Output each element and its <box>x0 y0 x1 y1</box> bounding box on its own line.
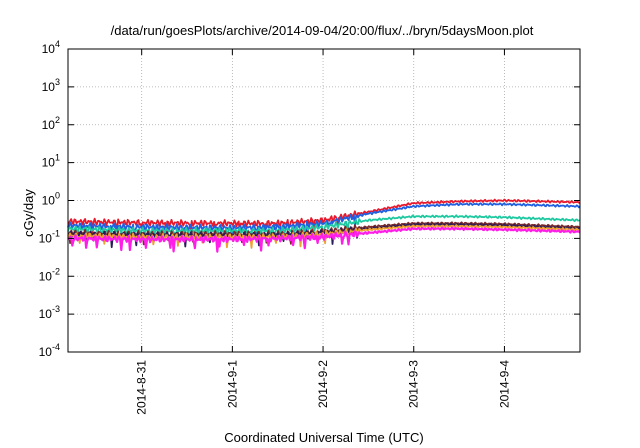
series-line <box>67 214 581 242</box>
y-tick-label: 10-3 <box>39 304 60 321</box>
series-line <box>67 198 581 236</box>
series-line <box>67 222 581 249</box>
y-tick-label: 101 <box>42 153 60 170</box>
x-axis: 2014-8-31 2014-9-1 2014-9-2 2014-9-3 2014-9-… <box>135 49 511 415</box>
x-axis-label: Coordinated Universal Time (UTC) <box>224 430 423 445</box>
x-tick-label: 2014-9-3 <box>407 360 421 408</box>
x-tick-label: 2014-9-4 <box>497 360 511 408</box>
y-tick-label: 10-1 <box>39 228 60 245</box>
y-axis-label: cGy/day <box>21 189 36 237</box>
y-tick-label: 10-4 <box>39 342 60 359</box>
y-tick-label: 103 <box>42 77 60 94</box>
x-tick-label: 2014-8-31 <box>135 360 149 415</box>
y-tick-label: 100 <box>42 191 60 208</box>
y-tick-label: 102 <box>42 115 60 132</box>
y-axis: 10-4 10-3 10-2 10-1 100 101 102 103 104 <box>39 39 580 359</box>
series-line <box>67 226 581 253</box>
x-tick-label: 2014-9-2 <box>316 360 330 408</box>
y-tick-label: 104 <box>42 39 60 56</box>
x-tick-label: 2014-9-1 <box>225 360 239 408</box>
chart-title: /data/run/goesPlots/archive/2014-09-04/2… <box>111 23 534 38</box>
y-tick-label: 10-2 <box>39 266 60 283</box>
series-line <box>67 202 581 240</box>
series-group <box>67 198 581 253</box>
